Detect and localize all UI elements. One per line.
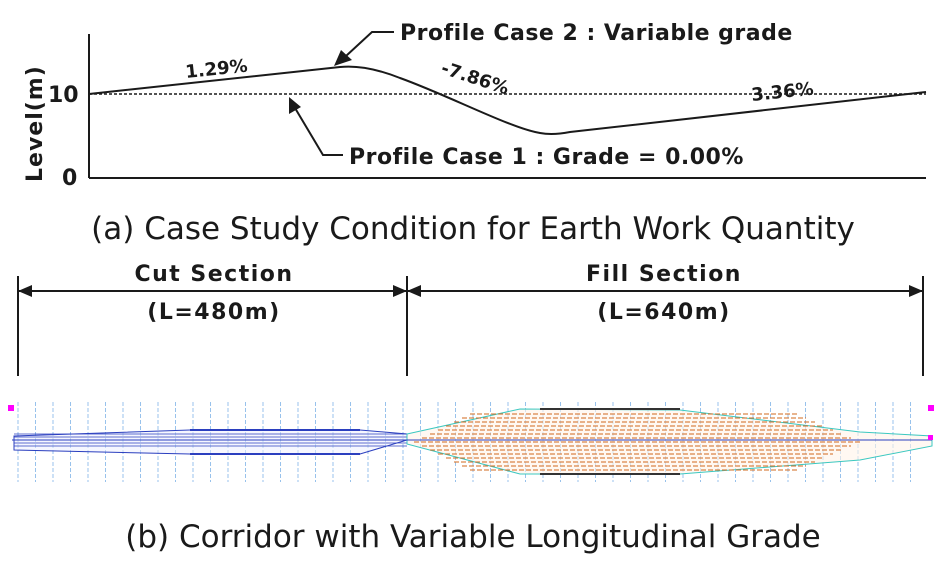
profile-case-2-line — [88, 65, 927, 136]
grade-label-3: 3.36% — [750, 79, 814, 106]
y-tick-10: 10 — [48, 83, 79, 108]
y-tick-0: 0 — [62, 166, 77, 191]
case-2-arrowhead — [334, 50, 352, 66]
cut-lines — [14, 429, 407, 455]
start-marker — [8, 405, 14, 411]
case-1-label: Profile Case 1 : Grade = 0.00% — [349, 145, 744, 170]
fill-hatch — [414, 408, 860, 475]
y-axis-label: Level(m) — [23, 65, 48, 182]
case-1-arrowhead — [289, 97, 301, 114]
corridor-plan — [8, 402, 934, 482]
fill-section-length: (L=640m) — [597, 300, 730, 325]
fill-section-title: Fill Section — [586, 262, 742, 287]
caption-a: (a) Case Study Condition for Earth Work … — [91, 211, 855, 247]
end-marker-lower — [928, 435, 933, 440]
case-2-label: Profile Case 2 : Variable grade — [400, 21, 793, 46]
end-marker — [928, 405, 934, 411]
arrow-left-end — [18, 285, 32, 297]
caption-b: (b) Corridor with Variable Longitudinal … — [125, 519, 820, 555]
profile-diagram: Level(m) 10 0 1.29% -7.86% 3.36% Profile… — [23, 21, 927, 191]
section-dimensions: Cut Section (L=480m) Fill Section (L=640… — [17, 262, 924, 376]
arrow-mid-right — [407, 285, 421, 297]
case-1-leader — [294, 107, 343, 156]
grade-label-2: -7.86% — [438, 58, 511, 100]
case-2-leader — [345, 31, 394, 57]
cut-section-title: Cut Section — [134, 262, 293, 287]
arrow-right-end — [909, 285, 923, 297]
cut-section-length: (L=480m) — [147, 300, 280, 325]
arrow-mid-left — [393, 285, 407, 297]
